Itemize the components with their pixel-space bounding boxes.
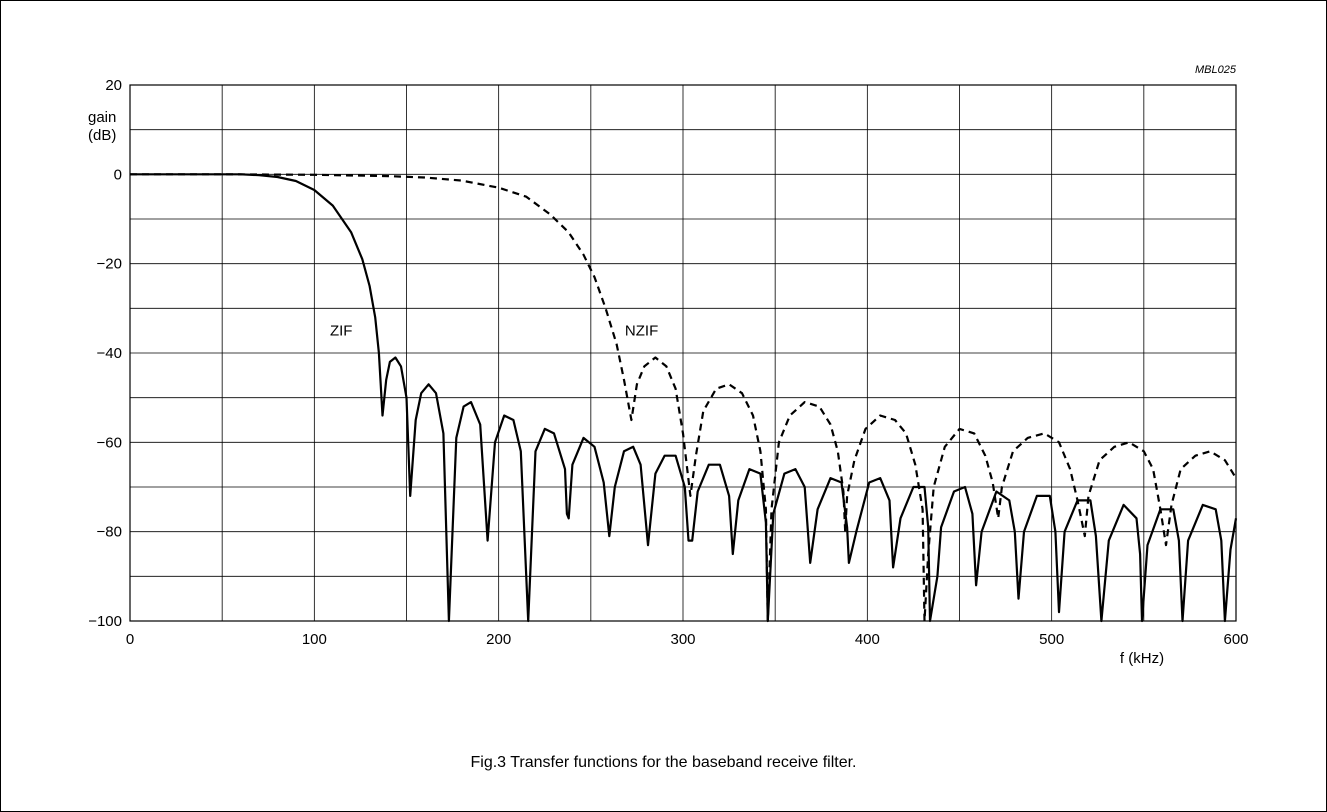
y-tick-label: −20 — [97, 256, 122, 273]
figure-code: MBL025 — [1195, 64, 1237, 76]
series-group — [130, 173, 1238, 623]
x-tick-label: 600 — [1223, 631, 1248, 648]
y-tick-label: −40 — [97, 345, 122, 362]
y-tick-label: 0 — [114, 166, 122, 183]
grid — [130, 85, 1236, 621]
nzif-curve-label: NZIF — [625, 323, 658, 340]
series-line-zif — [130, 173, 1238, 623]
figure-caption: Fig.3 Transfer functions for the baseban… — [470, 754, 857, 771]
x-tick-label: 300 — [670, 631, 695, 648]
x-tick-label: 0 — [126, 631, 134, 648]
x-tick-label: 200 — [486, 631, 511, 648]
y-tick-label: −60 — [97, 434, 122, 451]
x-tick-label: 400 — [855, 631, 880, 648]
series-line-nzif — [130, 173, 1237, 623]
zif-curve-label: ZIF — [330, 323, 353, 340]
x-tick-label: 500 — [1039, 631, 1064, 648]
y-axis-label-line-2: (dB) — [88, 127, 116, 144]
x-tick-label: 100 — [302, 631, 327, 648]
y-tick-label: −80 — [97, 524, 122, 541]
y-tick-label: −100 — [88, 613, 122, 630]
y-axis-label-line-1: gain — [88, 109, 116, 126]
x-axis-label: f (kHz) — [1120, 650, 1164, 667]
plot-area — [129, 84, 1237, 622]
y-tick-label: 20 — [105, 77, 122, 94]
